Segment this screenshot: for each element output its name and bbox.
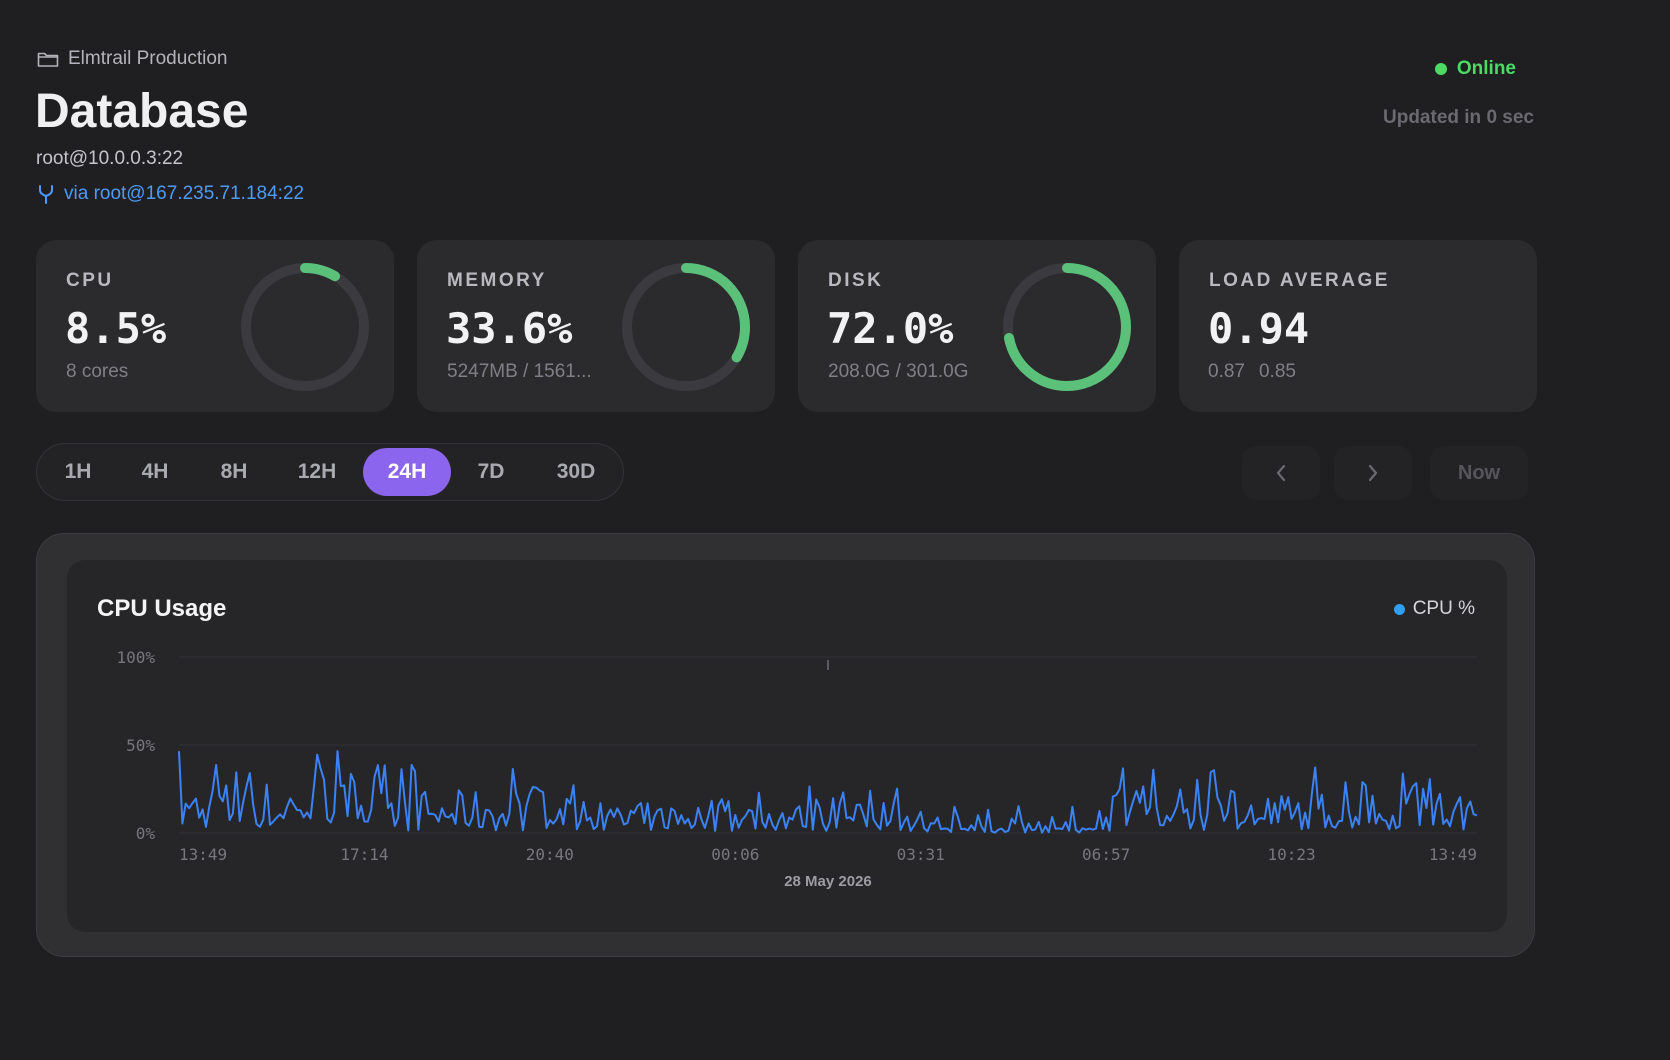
memory-label: MEMORY	[447, 270, 547, 291]
x-tick-label: 17:14	[340, 845, 388, 864]
now-button[interactable]: Now	[1430, 446, 1528, 500]
legend-label: CPU %	[1412, 598, 1475, 619]
breadcrumb[interactable]: Elmtrail Production	[37, 48, 227, 70]
memory-ring-fill	[622, 263, 750, 391]
range-4h[interactable]: 4H	[141, 460, 169, 483]
legend-dot-icon	[1393, 603, 1405, 615]
memory-ring-gauge	[622, 263, 750, 391]
disk-label: DISK	[828, 270, 884, 291]
cpu-chart: CPU Usage CPU % 100% 50% 0% 13:49 17:14 20:40…	[67, 560, 1507, 932]
disk-value: 72.0%	[827, 304, 954, 353]
chart-legend: CPU %	[1393, 598, 1475, 620]
jump-host-label: via root@167.235.71.184:22	[64, 183, 305, 204]
y-tick-label: 100%	[116, 648, 155, 667]
cpu-ring-gauge	[241, 263, 369, 391]
prev-range-button[interactable]	[1242, 446, 1320, 500]
memory-card: MEMORY 33.6% 5247MB / 1561...	[417, 240, 775, 412]
app-window: Elmtrail Production Database root@10.0.0…	[35, 48, 1537, 957]
status-badge: Online	[1434, 58, 1516, 80]
load-card: LOAD AVERAGE 0.94 0.87 0.85	[1179, 240, 1537, 412]
cpu-value: 8.5%	[65, 304, 167, 353]
chart-panel: CPU Usage CPU % 100% 50% 0% 13:49 17:14 20:40…	[36, 533, 1535, 957]
cpu-ring-fill	[241, 263, 369, 391]
folder-icon	[37, 52, 59, 67]
cpu-cores: 8 cores	[66, 361, 129, 382]
x-tick-label: 10:23	[1267, 845, 1315, 864]
range-7d[interactable]: 7D	[477, 460, 505, 483]
disk-card: DISK 72.0% 208.0G / 301.0G	[798, 240, 1156, 412]
x-tick-label: 20:40	[526, 845, 574, 864]
next-range-button[interactable]	[1334, 446, 1412, 500]
cpu-label: CPU	[66, 270, 114, 291]
jump-host-link[interactable]: via root@167.235.71.184:22	[36, 183, 304, 205]
cpu-line-plot: 100% 50% 0% 13:49 17:14 20:40 00:06 03:31 06:57 1…	[116, 648, 1478, 890]
page-title: Database	[35, 85, 249, 138]
date-label: 28 May 2026	[784, 873, 872, 890]
range-30d[interactable]: 30D	[556, 460, 596, 483]
cpu-ring-track	[241, 263, 369, 391]
chevron-right-icon	[1368, 464, 1378, 482]
x-tick-label: 13:49	[179, 845, 227, 864]
memory-value: 33.6%	[446, 304, 573, 353]
online-dot-icon	[1434, 63, 1447, 75]
memory-usage: 5247MB / 1561...	[447, 361, 592, 382]
range-1h[interactable]: 1H	[64, 460, 92, 483]
y-tick-label: 0%	[136, 824, 156, 843]
status-label: Online	[1456, 58, 1516, 79]
cpu-series-line	[178, 750, 1478, 834]
metric-cards: CPU 8.5% 8 cores MEMORY 33.6% 5247MB / 1…	[36, 240, 1537, 412]
x-tick-label: 00:06	[711, 845, 759, 864]
cpu-card: CPU 8.5% 8 cores	[36, 240, 394, 412]
disk-usage: 208.0G / 301.0G	[828, 361, 969, 382]
x-tick-label: 03:31	[897, 845, 945, 864]
range-8h[interactable]: 8H	[220, 460, 248, 483]
chevron-left-icon	[1276, 464, 1286, 482]
host-address: root@10.0.0.3:22	[36, 148, 184, 169]
load-15m: 0.85	[1258, 361, 1296, 382]
range-12h[interactable]: 12H	[297, 460, 337, 483]
load-value: 0.94	[1208, 304, 1310, 353]
fork-icon	[39, 185, 53, 204]
y-tick-label: 50%	[126, 736, 155, 755]
disk-ring-gauge	[1003, 263, 1131, 391]
chart-title: CPU Usage	[97, 595, 227, 622]
disk-ring-fill	[1003, 263, 1131, 391]
load-sub: 0.87 0.85	[1208, 361, 1296, 383]
time-range-selector: 1H 4H 8H 12H 24H 7D 30D	[36, 443, 624, 501]
x-tick-label: 06:57	[1082, 845, 1130, 864]
updated-text: Updated in 0 sec	[1383, 107, 1534, 128]
x-tick-label: 13:49	[1429, 845, 1477, 864]
load-label: LOAD AVERAGE	[1209, 270, 1390, 291]
range-24h[interactable]: 24H	[363, 448, 451, 496]
load-5m: 0.87	[1208, 361, 1245, 382]
breadcrumb-label: Elmtrail Production	[68, 48, 228, 69]
